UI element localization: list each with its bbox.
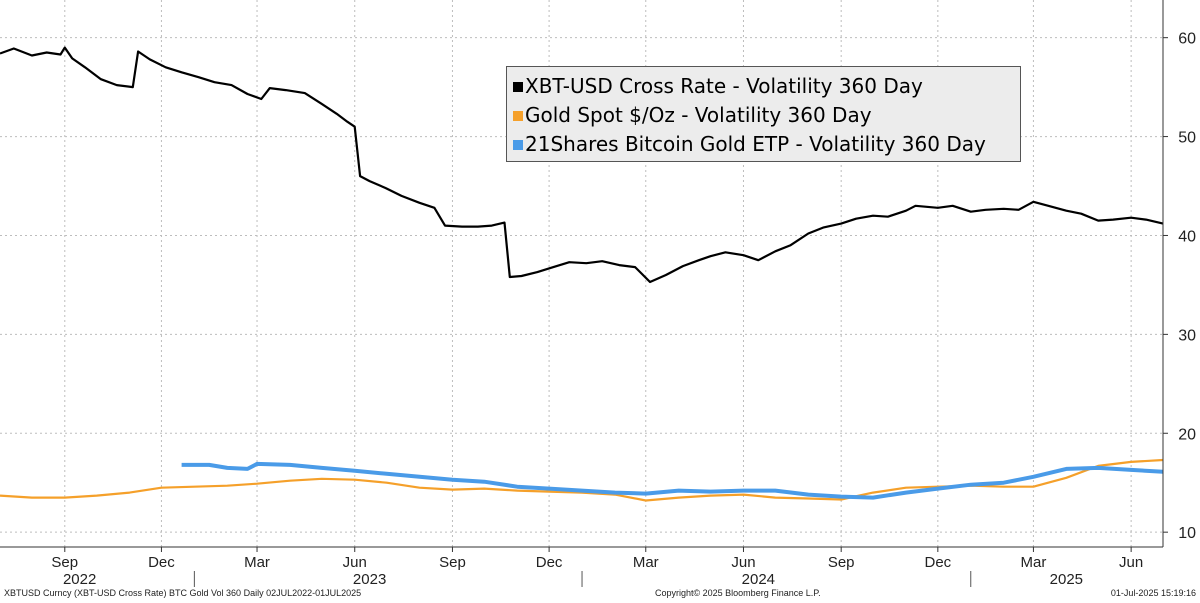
chart-legend: XBT-USD Cross Rate - Volatility 360 Day … [506, 66, 1021, 162]
y-tick-label: 20 [1178, 426, 1196, 443]
y-tick-label: 50 [1178, 130, 1196, 147]
x-tick-label: Dec [536, 554, 563, 571]
x-axis: Sep Dec Mar Jun Sep Dec Mar Jun Sep Dec Mar Jun 2022… [0, 546, 1163, 588]
series-lines [0, 46, 1164, 502]
y-tick-label: 60 [1178, 31, 1196, 48]
series-gold-line [0, 458, 1164, 502]
legend-label-gold: Gold Spot $/Oz - Volatility 360 Day [525, 103, 872, 127]
x-tick-label: Sep [828, 554, 855, 571]
legend-swatch-etp [513, 139, 523, 150]
legend-item-gold: Gold Spot $/Oz - Volatility 360 Day [513, 101, 1014, 130]
footer-source: XBTUSD Curncy (XBT-USD Cross Rate) BTC G… [4, 588, 362, 598]
footer-timestamp: 01-Jul-2025 15:19:16 [1110, 588, 1196, 598]
x-year-label: 2022 [63, 571, 96, 588]
series-etp-line [181, 461, 1164, 500]
x-tick-label: Mar [244, 554, 270, 571]
x-tick-label: Mar [633, 554, 659, 571]
x-tick-label: Mar [1021, 554, 1047, 571]
y-tick-label: 40 [1178, 228, 1196, 245]
y-axis: 10 20 30 40 50 60 [1162, 0, 1196, 547]
x-tick-label: Sep [51, 554, 78, 571]
x-tick-label: Sep [439, 554, 466, 571]
legend-swatch-xbt [513, 81, 523, 92]
x-tick-label: Dec [148, 554, 175, 571]
legend-item-xbt: XBT-USD Cross Rate - Volatility 360 Day [513, 72, 1014, 101]
y-tick-label: 10 [1178, 525, 1196, 542]
x-tick-label: Jun [731, 554, 755, 571]
x-tick-label: Dec [924, 554, 951, 571]
x-year-label: 2025 [1050, 571, 1083, 588]
legend-swatch-gold [513, 110, 523, 121]
legend-label-xbt: XBT-USD Cross Rate - Volatility 360 Day [525, 74, 923, 98]
y-tick-label: 30 [1178, 327, 1196, 344]
legend-item-etp: 21Shares Bitcoin Gold ETP - Volatility 3… [513, 130, 1014, 159]
legend-label-etp: 21Shares Bitcoin Gold ETP - Volatility 3… [525, 132, 986, 156]
x-tick-label: Jun [343, 554, 367, 571]
x-year-label: 2023 [353, 571, 386, 588]
x-year-label: 2024 [742, 571, 775, 588]
footer-copyright: Copyright© 2025 Bloomberg Finance L.P. [655, 588, 821, 598]
series-xbt-line [0, 46, 1164, 284]
x-tick-label: Jun [1119, 554, 1143, 571]
